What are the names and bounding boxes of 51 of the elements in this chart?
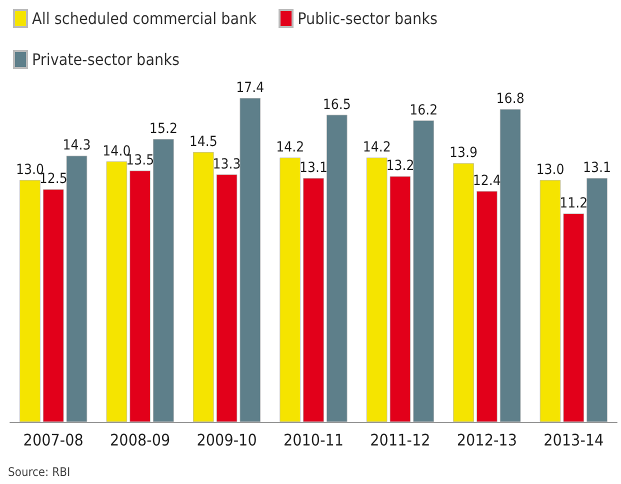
- data-label: 16.8: [496, 91, 524, 108]
- data-label: 11.2: [560, 195, 588, 212]
- bar: [42, 189, 64, 422]
- bar: [192, 152, 214, 422]
- data-label: 13.0: [536, 162, 564, 178]
- data-label: 13.1: [299, 160, 328, 176]
- x-tick-label: 2009-10: [196, 430, 257, 450]
- data-label: 13.0: [16, 162, 44, 178]
- bar: [563, 213, 584, 422]
- bar: [326, 114, 348, 422]
- source-note: Source: RBI: [8, 465, 70, 479]
- x-tick-label: 2013-14: [544, 430, 604, 450]
- bar: [66, 156, 88, 422]
- bar: [500, 109, 521, 422]
- bar: [20, 180, 40, 422]
- bar: [216, 174, 238, 422]
- data-label: 13.1: [583, 160, 612, 176]
- x-tick-label: 2008-09: [110, 430, 170, 450]
- legend-label: Public-sector banks: [298, 9, 438, 28]
- x-tick-label: 2010-11: [283, 430, 344, 450]
- data-label: 13.9: [450, 145, 478, 162]
- data-label: 14.2: [362, 140, 391, 156]
- x-tick-label: 2007-08: [23, 430, 84, 450]
- data-label: 13.2: [386, 158, 414, 174]
- data-label: 17.4: [236, 80, 264, 96]
- x-tick-label: 2011-12: [370, 430, 430, 450]
- bar: [476, 191, 498, 422]
- bar: [453, 163, 474, 422]
- bar: [130, 170, 151, 422]
- bar: [303, 178, 324, 422]
- data-label: 14.5: [189, 134, 218, 150]
- bar: [586, 178, 608, 422]
- bar: [540, 180, 561, 422]
- data-label: 16.2: [410, 102, 438, 118]
- bar: [106, 161, 128, 422]
- data-label: 15.2: [149, 120, 178, 137]
- data-label: 14.3: [62, 138, 91, 154]
- data-label: 13.3: [212, 156, 241, 172]
- bar: [153, 138, 174, 422]
- bar: [413, 120, 434, 422]
- x-tick-label: 2012-13: [456, 430, 517, 450]
- data-label: 12.4: [472, 173, 501, 190]
- bar: [390, 176, 411, 422]
- bar: [280, 158, 301, 422]
- bar: [240, 98, 261, 422]
- bar: [366, 158, 388, 422]
- data-label: 16.5: [322, 96, 351, 113]
- legend-label: Private-sector banks: [32, 50, 180, 69]
- data-label: 14.0: [102, 143, 131, 160]
- legend-label: All scheduled commercial bank: [32, 9, 258, 28]
- data-label: 14.2: [276, 140, 304, 156]
